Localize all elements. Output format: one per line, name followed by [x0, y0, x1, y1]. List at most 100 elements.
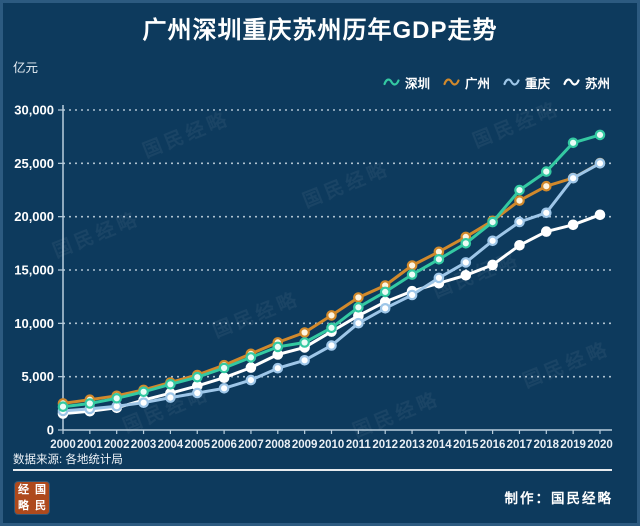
data-point-shenzhen [326, 322, 337, 334]
x-tick-label: 2016 [480, 439, 506, 451]
data-point-shenzhen [540, 166, 552, 177]
data-point-shenzhen [299, 337, 310, 348]
data-point-chongqing [540, 207, 552, 219]
x-tick-label: 2011 [346, 439, 372, 451]
data-point-shenzhen [218, 362, 230, 374]
seal-char: 国 [35, 483, 46, 496]
data-point-chongqing [353, 317, 364, 329]
data-point-guangzhou [353, 292, 364, 303]
x-tick-label: 2010 [319, 439, 345, 451]
data-point-guangzhou [406, 260, 418, 271]
y-tick-label: 10,000 [14, 316, 54, 331]
x-tick-label: 2015 [453, 439, 479, 451]
data-point-suzhou [567, 219, 579, 231]
chart-legend: 深圳 广州 重庆 苏州 [383, 73, 610, 92]
legend-item-suzhou: 苏州 [563, 73, 610, 92]
x-tick-label: 2017 [507, 439, 533, 451]
data-point-shenzhen [111, 392, 122, 404]
data-point-shenzhen [514, 184, 525, 196]
legend-item-chongqing: 重庆 [503, 73, 550, 92]
data-point-chongqing [460, 257, 472, 268]
x-tick-label: 2004 [158, 439, 184, 451]
seal-char: 民 [35, 499, 46, 512]
footer-divider [13, 469, 612, 471]
legend-label: 广州 [464, 77, 490, 91]
x-tick-label: 2019 [560, 439, 586, 451]
x-tick-label: 2003 [131, 439, 157, 451]
data-point-suzhou [594, 209, 606, 221]
data-point-chongqing [138, 397, 149, 408]
data-point-guangzhou [326, 310, 337, 321]
legend-label: 苏州 [584, 77, 610, 91]
y-tick-label: 0 [47, 423, 54, 438]
data-point-guangzhou [540, 180, 552, 192]
data-point-chongqing [192, 387, 203, 399]
squiggle-icon [503, 78, 520, 86]
seal-char: 经 [18, 483, 29, 496]
x-tick-label: 2008 [265, 439, 291, 451]
x-tick-label: 2014 [426, 439, 452, 451]
legend-label: 深圳 [404, 77, 430, 91]
x-tick-label: 2006 [211, 439, 237, 451]
data-point-shenzhen [138, 386, 149, 398]
data-point-chongqing [326, 340, 337, 351]
y-tick-label: 30,000 [14, 103, 54, 118]
x-tick-label: 2013 [399, 439, 425, 451]
data-point-chongqing [299, 354, 310, 366]
squiggle-icon [383, 78, 400, 86]
page-title: 广州深圳重庆苏州历年GDP走势 [142, 17, 498, 44]
y-tick-label: 20,000 [14, 209, 54, 224]
data-point-chongqing [514, 216, 525, 228]
squiggle-icon [443, 78, 460, 86]
legend-label: 重庆 [524, 77, 550, 91]
x-tick-label: 2005 [184, 439, 210, 451]
x-tick-label: 2012 [372, 439, 398, 451]
data-point-suzhou [540, 226, 552, 237]
y-tick-label: 15,000 [14, 263, 54, 278]
data-point-shenzhen [353, 301, 364, 313]
x-tick-label: 2020 [587, 439, 613, 451]
x-tick-label: 2018 [534, 439, 560, 451]
data-point-chongqing [379, 302, 391, 314]
data-point-chongqing [165, 392, 176, 403]
data-point-shenzhen [460, 238, 472, 249]
data-point-shenzhen [567, 137, 579, 149]
data-point-chongqing [218, 382, 230, 394]
legend-item-guangzhou: 广州 [443, 73, 490, 92]
y-tick-label: 5,000 [21, 369, 54, 384]
data-point-chongqing [567, 172, 579, 184]
x-tick-label: 2009 [292, 439, 318, 451]
data-point-suzhou [460, 269, 472, 281]
data-point-shenzhen [57, 401, 69, 412]
x-tick-label: 2007 [238, 439, 264, 451]
data-point-shenzhen [165, 378, 176, 390]
data-point-chongqing [406, 289, 418, 301]
y-tick-label: 25,000 [14, 156, 54, 171]
data-point-chongqing [594, 158, 606, 169]
seal-char: 略 [18, 499, 29, 512]
squiggle-icon [563, 78, 580, 86]
y-axis-unit-label: 亿元 [13, 61, 39, 75]
data-point-suzhou [245, 362, 257, 373]
data-point-chongqing [487, 235, 498, 247]
producer-credit: 制作：国民经略 [504, 491, 613, 506]
data-point-chongqing [272, 362, 284, 374]
data-point-shenzhen [433, 253, 445, 265]
data-point-shenzhen [487, 216, 498, 228]
x-tick-label: 2000 [50, 439, 76, 451]
data-point-suzhou [487, 259, 498, 271]
data-point-shenzhen [192, 371, 203, 383]
data-point-suzhou [218, 372, 230, 383]
data-point-shenzhen [272, 341, 284, 353]
data-point-guangzhou [299, 327, 310, 338]
data-point-shenzhen [84, 398, 96, 409]
x-tick-label: 2002 [104, 439, 130, 451]
data-point-shenzhen [245, 352, 257, 363]
data-point-shenzhen [594, 129, 606, 141]
data-point-shenzhen [406, 269, 418, 280]
data-point-guangzhou [514, 195, 525, 206]
data-point-chongqing [433, 272, 445, 284]
data-point-shenzhen [379, 286, 391, 298]
